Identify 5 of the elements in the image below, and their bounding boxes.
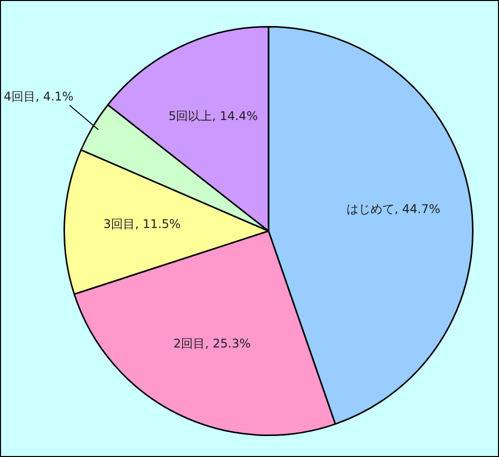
slice-label: はじめて, 44.7% (346, 202, 440, 216)
slice-label: 2回目, 25.3% (173, 336, 251, 350)
slice-label: 3回目, 11.5% (103, 217, 181, 232)
slice-label: 4回目, 4.1% (4, 89, 74, 104)
slice-label: 5回以上, 14.4% (168, 109, 258, 124)
